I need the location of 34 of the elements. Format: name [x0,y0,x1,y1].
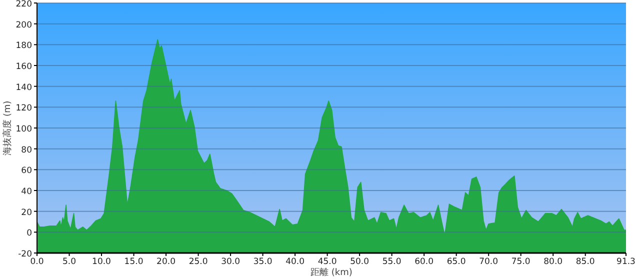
y-tick-label: 140 [16,82,32,93]
x-tick-label: 60.0 [414,257,434,267]
x-tick-label: 50.0 [350,257,370,267]
x-tick-label: 10.0 [92,257,111,267]
x-tick-label: 15.0 [124,257,144,267]
x-tick-label: 5.0 [62,257,76,267]
x-tick-label: 65.0 [446,257,466,267]
y-tick-label: 200 [16,20,32,30]
y-axis-title: 海抜高度 (m) [2,100,13,156]
x-tick-label: 70.0 [479,257,498,267]
x-axis-title: 距離 (km) [310,267,352,278]
y-tick-label: 60 [21,166,32,176]
y-tick-label: 0 [26,228,32,239]
x-tick-label: 40.0 [286,257,305,267]
y-tick-label: -20 [18,250,32,260]
x-tick-label: 30.0 [221,257,240,267]
x-tick-label: 91.3 [616,257,636,267]
y-tick-label: 220 [16,0,32,10]
y-tick-label: 100 [16,124,32,134]
x-tick-label: 85.0 [576,257,595,267]
y-tick-label: 40 [21,187,32,197]
y-tick-label: 20 [21,208,32,218]
x-tick-label: 80.0 [544,257,563,267]
y-tick-label: 80 [21,145,32,156]
x-tick-label: 25.0 [188,257,208,267]
x-tick-label: 55.0 [382,257,402,267]
x-tick-label: 45.0 [318,257,337,267]
x-tick-label: 35.0 [253,257,272,267]
x-tick-label: 0.0 [30,257,44,267]
y-tick-label: 180 [16,41,32,52]
y-tick-label: 120 [16,104,32,114]
x-tick-label: 20.0 [156,257,176,267]
x-tick-label: 75.0 [511,257,530,267]
y-tick-label: 160 [16,62,32,72]
